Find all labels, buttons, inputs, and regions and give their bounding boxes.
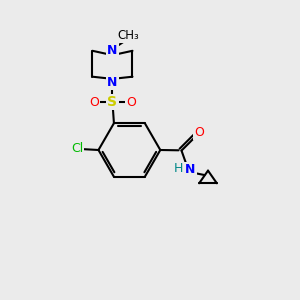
Text: O: O: [89, 95, 99, 109]
Text: Cl: Cl: [71, 142, 83, 155]
Text: H: H: [174, 162, 183, 175]
Text: O: O: [194, 126, 204, 140]
Text: N: N: [185, 163, 196, 176]
Text: N: N: [107, 44, 118, 57]
Text: N: N: [107, 76, 118, 88]
Text: S: S: [107, 95, 118, 109]
Text: O: O: [126, 95, 136, 109]
Text: CH₃: CH₃: [118, 29, 140, 42]
